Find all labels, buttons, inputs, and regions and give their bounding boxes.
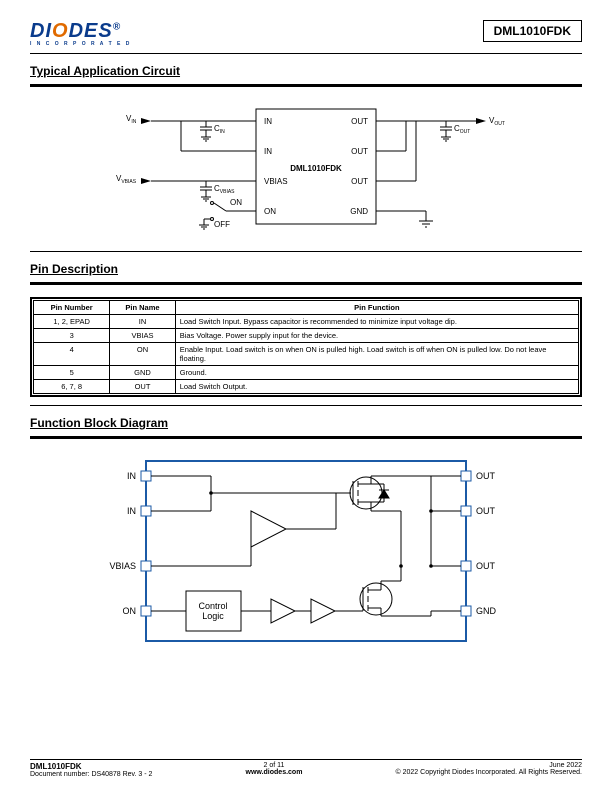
- page-header: DIODES® I N C O R P O R A T E D DML1010F…: [30, 20, 582, 47]
- section-rule: [30, 84, 582, 87]
- footer-right: June 2022 © 2022 Copyright Diodes Incorp…: [396, 762, 582, 778]
- section-end-rule: [30, 405, 582, 406]
- svg-text:CVBIAS: CVBIAS: [214, 184, 235, 195]
- svg-text:VVBIAS: VVBIAS: [116, 174, 137, 185]
- section-title-block-diag: Function Block Diagram: [30, 416, 582, 430]
- svg-text:IN: IN: [127, 471, 136, 481]
- table-header-row: Pin Number Pin Name Pin Function: [34, 301, 579, 315]
- block-diagram: IN IN VBIAS ON OUT OUT OUT GND: [30, 451, 582, 651]
- logo-text: DIODES®: [30, 20, 121, 42]
- section-title-pin-desc: Pin Description: [30, 262, 582, 276]
- logo: DIODES® I N C O R P O R A T E D: [30, 20, 131, 47]
- svg-text:OUT: OUT: [351, 117, 368, 126]
- svg-text:OUT: OUT: [476, 506, 496, 516]
- footer-url: www.diodes.com: [246, 769, 303, 776]
- svg-text:CIN: CIN: [214, 124, 225, 135]
- col-pin-function: Pin Function: [175, 301, 578, 315]
- footer-left: DML1010FDK Document number: DS40878 Rev.…: [30, 762, 152, 778]
- svg-text:GND: GND: [350, 207, 368, 216]
- svg-text:VOUT: VOUT: [489, 116, 505, 127]
- section-title-app-circuit: Typical Application Circuit: [30, 64, 582, 78]
- header-rule: [30, 53, 582, 54]
- table-row: 3VBIASBias Voltage. Power supply input f…: [34, 329, 579, 343]
- svg-text:OUT: OUT: [476, 561, 496, 571]
- svg-text:IN: IN: [264, 147, 272, 156]
- page-footer: DML1010FDK Document number: DS40878 Rev.…: [30, 759, 582, 778]
- svg-text:VIN: VIN: [126, 114, 137, 125]
- col-pin-name: Pin Name: [110, 301, 175, 315]
- table-row: 5GNDGround.: [34, 366, 579, 380]
- app-circuit-diagram: DML1010FDK IN IN VBIAS ON OUT OUT OUT GN…: [30, 99, 582, 249]
- footer-copyright: © 2022 Copyright Diodes Incorporated. Al…: [396, 769, 582, 776]
- logo-tagline: I N C O R P O R A T E D: [30, 41, 131, 47]
- footer-page: 2 of 11: [264, 762, 285, 769]
- svg-text:ON: ON: [230, 198, 242, 207]
- pin-table: Pin Number Pin Name Pin Function 1, 2, E…: [33, 300, 579, 394]
- svg-text:DML1010FDK: DML1010FDK: [290, 164, 342, 173]
- svg-text:GND: GND: [476, 606, 497, 616]
- footer-doc: Document number: DS40878 Rev. 3 - 2: [30, 771, 152, 778]
- table-row: 1, 2, EPADINLoad Switch Input. Bypass ca…: [34, 315, 579, 329]
- svg-text:IN: IN: [264, 117, 272, 126]
- svg-text:COUT: COUT: [454, 124, 470, 135]
- footer-center: 2 of 11 www.diodes.com: [152, 762, 395, 778]
- pin-table-wrap: Pin Number Pin Name Pin Function 1, 2, E…: [30, 297, 582, 397]
- svg-text:ON: ON: [123, 606, 137, 616]
- section-rule: [30, 282, 582, 285]
- table-row: 6, 7, 8OUTLoad Switch Output.: [34, 380, 579, 394]
- svg-text:ControlLogic: ControlLogic: [198, 601, 227, 621]
- part-number-box: DML1010FDK: [483, 20, 582, 42]
- table-row: 4ONEnable Input. Load switch is on when …: [34, 343, 579, 366]
- svg-text:OFF: OFF: [214, 220, 230, 229]
- svg-text:VBIAS: VBIAS: [109, 561, 136, 571]
- svg-text:ON: ON: [264, 207, 276, 216]
- svg-text:OUT: OUT: [351, 177, 368, 186]
- svg-text:IN: IN: [127, 506, 136, 516]
- svg-text:OUT: OUT: [476, 471, 496, 481]
- footer-part: DML1010FDK: [30, 762, 82, 771]
- col-pin-number: Pin Number: [34, 301, 110, 315]
- svg-text:OUT: OUT: [351, 147, 368, 156]
- section-rule: [30, 436, 582, 439]
- svg-text:VBIAS: VBIAS: [264, 177, 288, 186]
- footer-date: June 2022: [549, 762, 582, 769]
- section-end-rule: [30, 251, 582, 252]
